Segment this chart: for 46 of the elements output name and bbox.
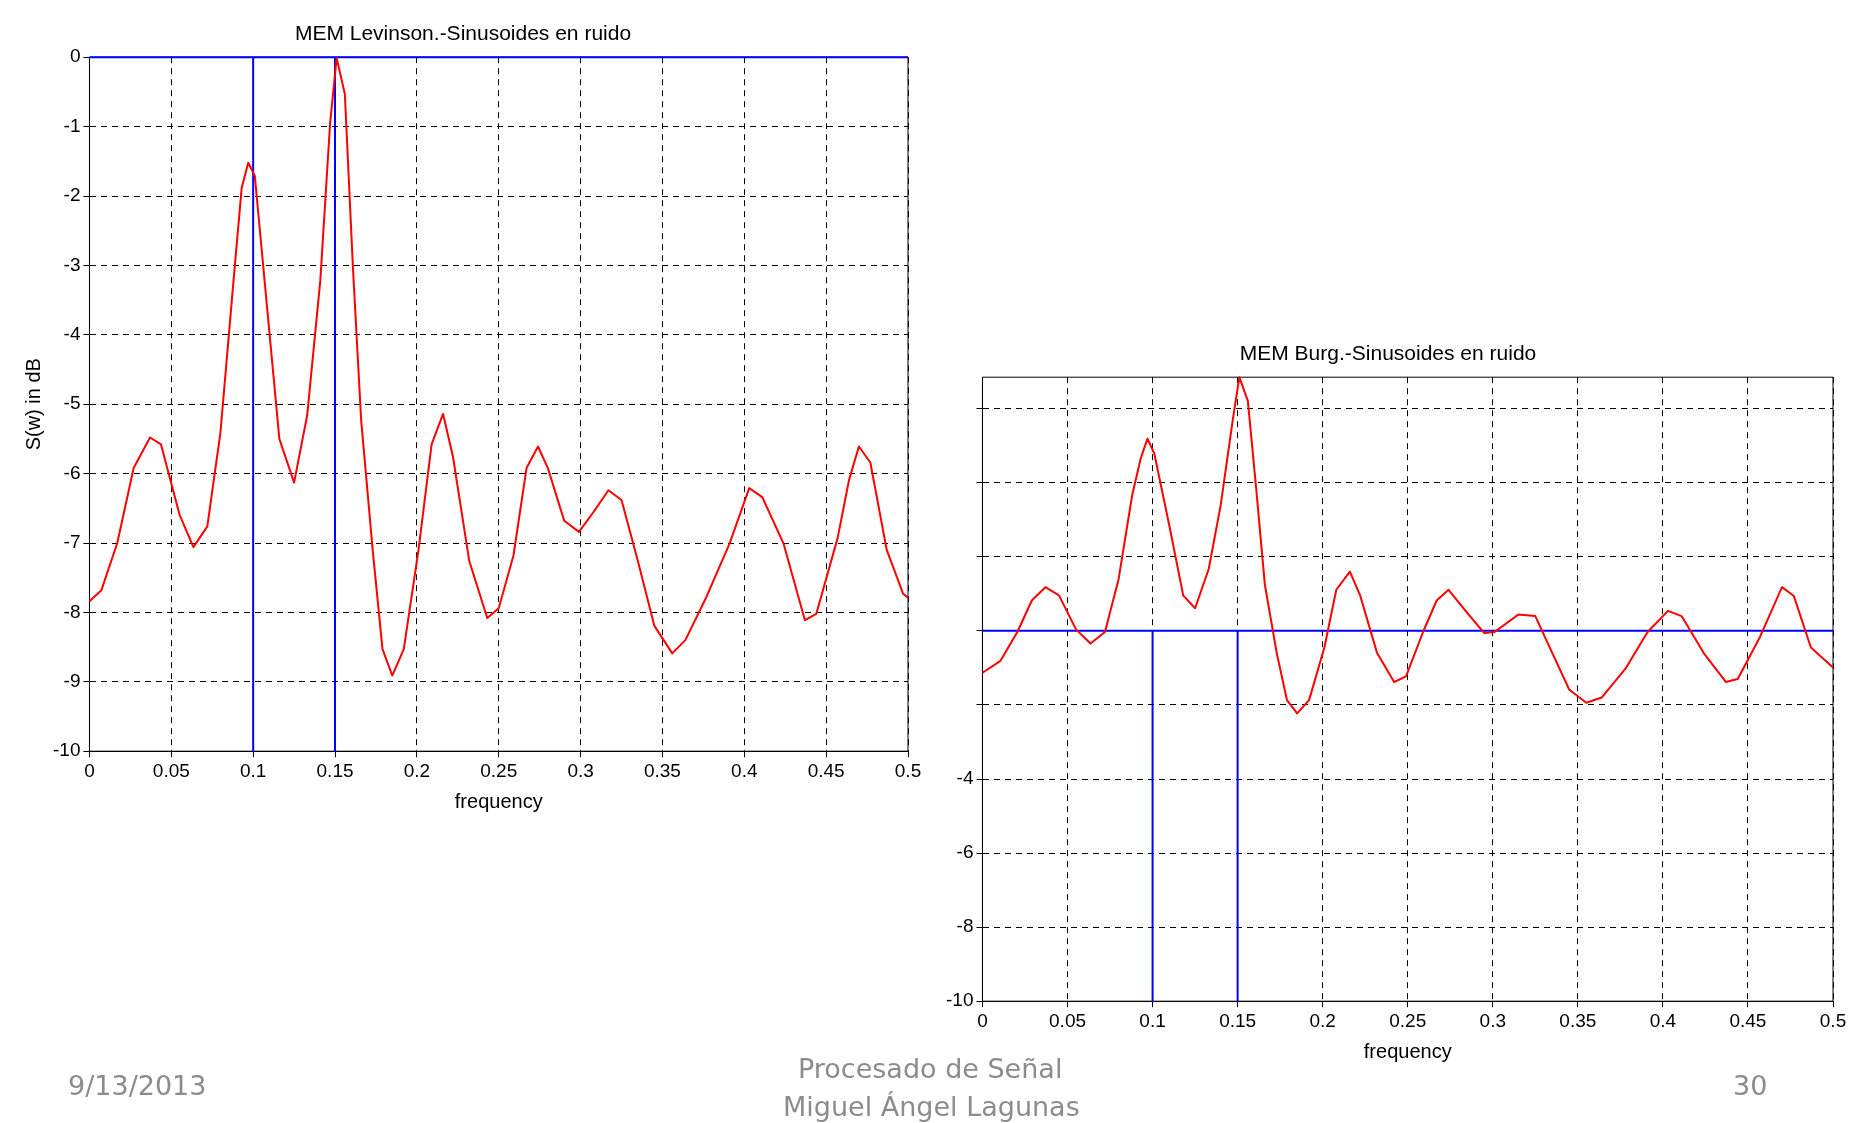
x-tick-label: 0.1 bbox=[1139, 1009, 1166, 1031]
y-tick-label: -10 bbox=[52, 739, 81, 761]
x-tick-label: 0.4 bbox=[731, 759, 758, 781]
x-tick-label: 0.35 bbox=[643, 759, 681, 781]
x-tick-label: 0.15 bbox=[316, 759, 354, 781]
y-tick-label: -3 bbox=[63, 253, 81, 275]
y-tick-label: -4 bbox=[956, 767, 974, 789]
y-tick-label: -2 bbox=[63, 184, 81, 206]
text: Procesado de Señal bbox=[798, 1053, 1063, 1084]
text: 30 bbox=[1733, 1070, 1768, 1101]
chart-title: MEM Levinson.-Sinusoides en ruido bbox=[294, 21, 632, 45]
chart-title: MEM Burg.-Sinusoides en ruido bbox=[1239, 341, 1537, 365]
y-tick-label: -7 bbox=[63, 531, 81, 553]
x-tick-label: 0.1 bbox=[239, 759, 267, 781]
y-tick-label: -1 bbox=[63, 114, 81, 136]
y-tick-label: -10 bbox=[945, 989, 974, 1011]
y-tick-label: -9 bbox=[63, 670, 81, 692]
text: Miguel Ángel Lagunas bbox=[783, 1091, 1080, 1122]
y-tick-label: -5 bbox=[63, 392, 81, 414]
text: 9/13/2013 bbox=[68, 1070, 207, 1101]
x-tick-label: 0 bbox=[977, 1009, 988, 1031]
x-tick-label: 0.4 bbox=[1649, 1009, 1677, 1031]
x-tick-label: 0.45 bbox=[1729, 1009, 1767, 1031]
y-tick-label: -6 bbox=[63, 461, 81, 483]
y-axis-title: S(w) in dB bbox=[21, 358, 44, 451]
x-axis-title: frequency bbox=[454, 789, 543, 812]
x-tick-label: 0.5 bbox=[894, 759, 922, 781]
x-tick-label: 0.5 bbox=[1819, 1009, 1847, 1031]
x-tick-label: 0.3 bbox=[1479, 1009, 1506, 1031]
x-tick-label: 0.45 bbox=[807, 759, 845, 781]
y-tick-label: -8 bbox=[956, 915, 974, 937]
y-tick-label: -6 bbox=[956, 841, 974, 863]
x-tick-label: 0.15 bbox=[1219, 1009, 1257, 1031]
x-tick-label: 0.25 bbox=[480, 759, 518, 781]
x-tick-label: 0.05 bbox=[1049, 1009, 1087, 1031]
x-tick-label: 0.05 bbox=[152, 759, 190, 781]
y-tick-label: 0 bbox=[69, 45, 81, 67]
x-tick-label: 0.3 bbox=[567, 759, 594, 781]
x-tick-label: 0.25 bbox=[1389, 1009, 1427, 1031]
y-tick-label: -4 bbox=[63, 323, 81, 345]
x-axis-title: frequency bbox=[1363, 1039, 1452, 1062]
y-tick-label: -8 bbox=[63, 600, 81, 622]
x-tick-label: 0.2 bbox=[1309, 1009, 1336, 1031]
x-tick-label: 0.2 bbox=[403, 759, 431, 781]
x-tick-label: 0 bbox=[84, 759, 95, 781]
x-tick-label: 0.35 bbox=[1559, 1009, 1597, 1031]
